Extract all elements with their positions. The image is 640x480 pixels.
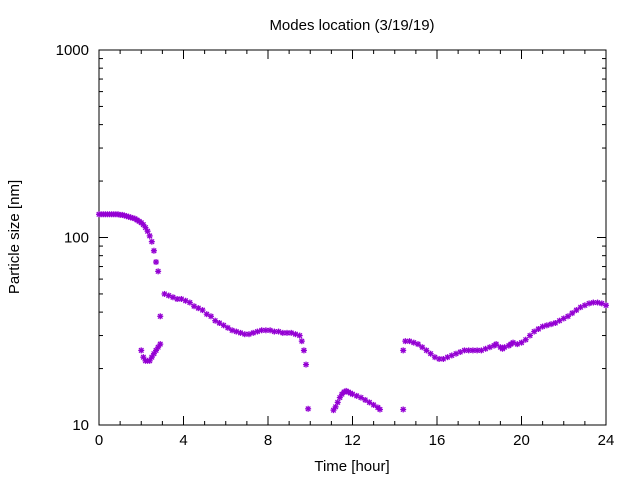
data-point — [543, 322, 550, 329]
data-point — [357, 394, 364, 401]
y-tick-label: 10 — [72, 417, 89, 434]
data-point — [522, 336, 529, 343]
data-point — [535, 326, 542, 333]
data-point — [148, 238, 155, 245]
data-point — [224, 324, 231, 331]
x-tick-label: 16 — [429, 432, 446, 449]
data-point — [334, 399, 341, 406]
chart-title: Modes location (3/19/19) — [269, 17, 434, 34]
data-point — [423, 347, 430, 354]
data-point — [300, 347, 307, 354]
data-point — [518, 339, 525, 346]
data-point — [366, 399, 373, 406]
data-point — [157, 341, 164, 348]
axis-ticks — [98, 49, 607, 426]
data-point — [569, 310, 576, 317]
data-point — [150, 247, 157, 254]
data-point — [531, 328, 538, 335]
data-point — [556, 317, 563, 324]
data-point — [493, 341, 500, 348]
data-point — [414, 341, 421, 348]
plot-frame — [98, 49, 607, 426]
data-point — [298, 338, 305, 345]
data-point — [370, 401, 377, 408]
data-points — [96, 211, 609, 414]
x-axis-label: Time [hour] — [314, 458, 389, 475]
data-point — [400, 406, 407, 413]
data-point — [564, 313, 571, 320]
data-point — [199, 307, 206, 314]
data-point — [594, 299, 601, 306]
data-point — [220, 322, 227, 329]
data-point — [303, 361, 310, 368]
data-point — [419, 344, 426, 351]
data-point — [548, 321, 555, 328]
data-point — [603, 302, 609, 309]
data-point — [296, 332, 303, 339]
x-tick-label: 0 — [95, 432, 103, 449]
data-point — [157, 313, 164, 320]
y-tick-label: 1000 — [56, 42, 89, 59]
data-point — [155, 268, 162, 275]
data-point — [573, 307, 580, 314]
x-tick-label: 12 — [344, 432, 361, 449]
data-point — [427, 350, 434, 357]
y-tick-labels: 10 100 1000 — [56, 42, 89, 434]
data-point — [552, 319, 559, 326]
data-point — [216, 319, 223, 326]
y-axis-label: Particle size [nm] — [6, 180, 23, 294]
x-tick-label: 20 — [513, 432, 530, 449]
y-tick-label: 100 — [64, 230, 89, 247]
data-point — [586, 300, 593, 307]
x-tick-labels: 0 4 8 12 16 20 24 — [95, 432, 615, 449]
data-point — [186, 299, 193, 306]
data-point — [258, 327, 265, 334]
data-point — [400, 347, 407, 354]
data-point — [526, 332, 533, 339]
data-point — [376, 406, 383, 413]
data-point — [305, 405, 312, 412]
x-tick-label: 8 — [264, 432, 272, 449]
data-point — [212, 317, 219, 324]
data-point — [153, 259, 160, 266]
data-point — [138, 347, 145, 354]
data-point — [144, 228, 151, 235]
data-point — [207, 313, 214, 320]
data-point — [362, 396, 369, 403]
data-point — [146, 232, 153, 239]
x-tick-label: 4 — [179, 432, 187, 449]
x-tick-label: 24 — [598, 432, 615, 449]
